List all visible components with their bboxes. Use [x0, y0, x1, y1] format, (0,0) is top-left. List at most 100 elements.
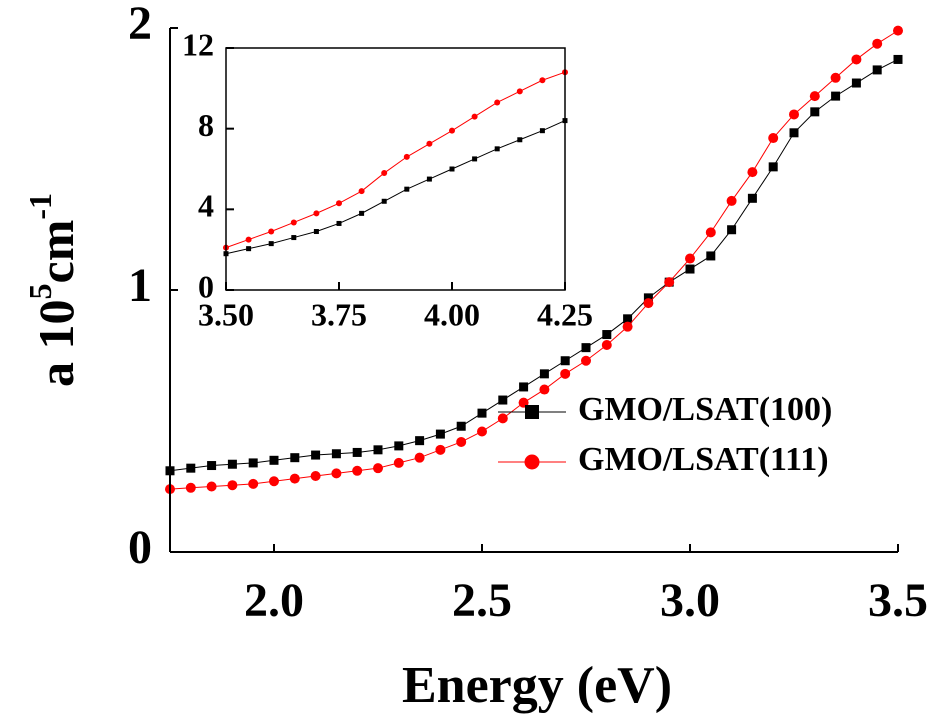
data-point: [313, 229, 319, 235]
y-tick-label: 1: [128, 259, 152, 312]
data-point: [494, 99, 501, 106]
data-point: [269, 455, 279, 465]
data-point: [352, 465, 363, 476]
data-point: [705, 227, 716, 238]
data-point: [331, 468, 342, 479]
data-point: [602, 330, 612, 340]
data-point: [311, 450, 321, 460]
data-point: [290, 453, 300, 463]
y-tick-label: 0: [128, 521, 152, 574]
data-point: [516, 88, 523, 95]
data-point: [872, 38, 883, 49]
x-tick-label: 2.5: [452, 574, 512, 627]
x-axis-label: Energy (eV): [402, 657, 672, 714]
legend-marker: [524, 454, 540, 470]
data-point: [851, 54, 862, 65]
data-point: [456, 436, 467, 447]
data-point: [560, 356, 570, 366]
data-point: [414, 452, 425, 463]
data-point: [643, 298, 654, 309]
data-point: [810, 107, 820, 117]
data-point: [358, 188, 365, 195]
data-point: [359, 210, 365, 216]
data-point: [643, 293, 653, 303]
data-point: [435, 444, 446, 455]
data-point: [269, 476, 279, 487]
y-label-sup: 5: [22, 284, 58, 300]
data-point: [313, 210, 320, 217]
data-point: [893, 25, 903, 36]
data-point: [685, 264, 695, 274]
data-point: [248, 478, 259, 489]
data-point: [539, 128, 545, 134]
data-point: [622, 321, 633, 332]
data-point: [747, 193, 757, 203]
data-point: [352, 447, 362, 457]
data-point: [227, 480, 238, 491]
y-label-sup: -1: [22, 193, 58, 220]
data-point: [539, 384, 550, 395]
data-point: [471, 113, 478, 120]
y-tick-label: 4: [198, 188, 214, 224]
data-point: [336, 220, 342, 226]
data-point: [789, 128, 799, 138]
y-axis-label: a 105cm-1: [22, 193, 84, 387]
legend-label: GMO/LSAT(100): [578, 391, 832, 428]
y-tick-label: 8: [198, 107, 214, 143]
data-point: [373, 445, 383, 455]
data-point: [185, 482, 196, 493]
data-point: [268, 228, 275, 235]
x-tick-label: 3.50: [198, 296, 254, 332]
series-line: [225, 71, 566, 249]
data-point: [831, 91, 841, 101]
data-point: [415, 436, 425, 446]
data-point: [768, 133, 779, 144]
data-point: [851, 78, 861, 88]
inset-background: [226, 48, 565, 290]
data-point: [539, 77, 546, 84]
y-tick-label: 12: [182, 26, 214, 62]
data-point: [245, 236, 252, 243]
data-point: [248, 458, 258, 468]
data-point: [393, 457, 404, 468]
data-point: [186, 463, 196, 473]
data-point: [426, 176, 432, 182]
data-point: [664, 277, 675, 288]
data-point: [872, 65, 882, 75]
data-point: [381, 198, 387, 204]
y-label-part: cm: [28, 220, 84, 284]
plot-frame: [225, 47, 566, 291]
legend-label: GMO/LSAT(111): [578, 441, 829, 478]
data-point: [623, 314, 633, 324]
legend-marker: [525, 405, 539, 419]
data-point: [403, 153, 410, 160]
data-point: [601, 340, 612, 351]
data-point: [394, 441, 404, 451]
y-tick-label: 0: [198, 268, 214, 304]
data-point: [581, 355, 591, 366]
data-point: [331, 449, 341, 459]
data-point: [477, 426, 487, 437]
data-point: [706, 251, 716, 261]
data-point: [685, 253, 695, 264]
data-point: [519, 382, 529, 392]
data-point: [809, 91, 820, 102]
data-point: [426, 140, 433, 147]
x-tick-label: 3.0: [660, 574, 720, 627]
data-point: [206, 481, 217, 492]
data-point: [435, 429, 445, 439]
data-point: [768, 162, 778, 172]
data-point: [310, 471, 321, 482]
data-point: [268, 241, 274, 247]
data-point: [449, 166, 455, 172]
data-point: [893, 54, 903, 64]
x-tick-label: 3.75: [311, 296, 367, 332]
data-point: [336, 200, 342, 207]
y-label-part: a 10: [28, 300, 84, 388]
data-point: [494, 146, 500, 152]
data-point: [497, 413, 508, 424]
data-point: [449, 127, 455, 134]
x-tick-label: 4.00: [424, 296, 480, 332]
data-point: [456, 421, 466, 431]
